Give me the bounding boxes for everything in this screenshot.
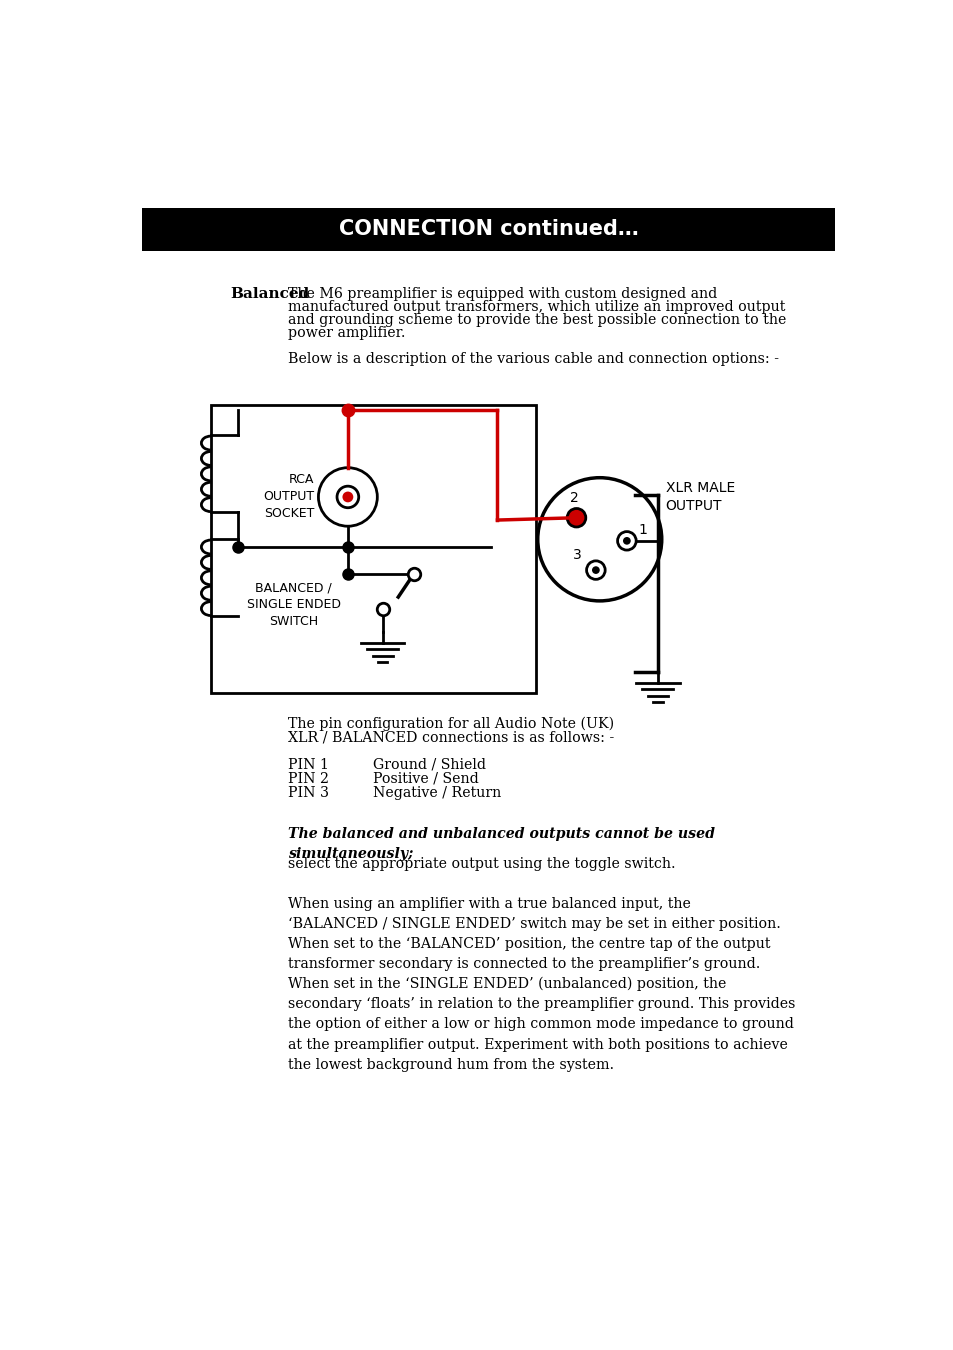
Circle shape bbox=[342, 491, 353, 502]
Bar bbox=[211, 405, 536, 694]
Circle shape bbox=[592, 566, 599, 574]
Text: Balanced: Balanced bbox=[230, 286, 309, 301]
Text: XLR / BALANCED connections is as follows: -: XLR / BALANCED connections is as follows… bbox=[288, 730, 614, 744]
Text: XLR MALE
OUTPUT: XLR MALE OUTPUT bbox=[665, 481, 734, 513]
Text: BALANCED /
SINGLE ENDED
SWITCH: BALANCED / SINGLE ENDED SWITCH bbox=[247, 582, 340, 628]
Text: The balanced and unbalanced outputs cannot be used
simultaneously;: The balanced and unbalanced outputs cann… bbox=[288, 828, 715, 861]
Text: 3: 3 bbox=[573, 548, 581, 563]
Text: 1: 1 bbox=[638, 522, 647, 537]
Text: CONNECTION continued…: CONNECTION continued… bbox=[338, 219, 639, 239]
Circle shape bbox=[537, 478, 661, 601]
Text: manufactured output transformers, which utilize an improved output: manufactured output transformers, which … bbox=[288, 300, 784, 313]
Text: The pin configuration for all Audio Note (UK): The pin configuration for all Audio Note… bbox=[288, 717, 614, 730]
Text: 2: 2 bbox=[569, 491, 578, 505]
Circle shape bbox=[622, 537, 630, 544]
Text: and grounding scheme to provide the best possible connection to the: and grounding scheme to provide the best… bbox=[288, 313, 786, 327]
Circle shape bbox=[617, 532, 636, 549]
Text: select the appropriate output using the toggle switch.: select the appropriate output using the … bbox=[288, 857, 675, 871]
Text: PIN 3: PIN 3 bbox=[288, 786, 329, 799]
Circle shape bbox=[567, 509, 585, 526]
Circle shape bbox=[318, 467, 377, 526]
Text: RCA
OUTPUT
SOCKET: RCA OUTPUT SOCKET bbox=[263, 474, 314, 521]
Text: Negative / Return: Negative / Return bbox=[373, 786, 501, 799]
Text: The M6 preamplifier is equipped with custom designed and: The M6 preamplifier is equipped with cus… bbox=[288, 286, 717, 301]
Text: Ground / Shield: Ground / Shield bbox=[373, 757, 486, 772]
Circle shape bbox=[586, 560, 604, 579]
Text: Below is a description of the various cable and connection options: -: Below is a description of the various ca… bbox=[288, 352, 779, 366]
Text: PIN 1: PIN 1 bbox=[288, 757, 329, 772]
Text: When using an amplifier with a true balanced input, the
‘BALANCED / SINGLE ENDED: When using an amplifier with a true bala… bbox=[288, 896, 795, 1072]
Text: PIN 2: PIN 2 bbox=[288, 772, 329, 786]
Text: power amplifier.: power amplifier. bbox=[288, 325, 405, 340]
Text: Positive / Send: Positive / Send bbox=[373, 772, 478, 786]
Bar bbox=[142, 208, 835, 251]
Circle shape bbox=[336, 486, 358, 508]
